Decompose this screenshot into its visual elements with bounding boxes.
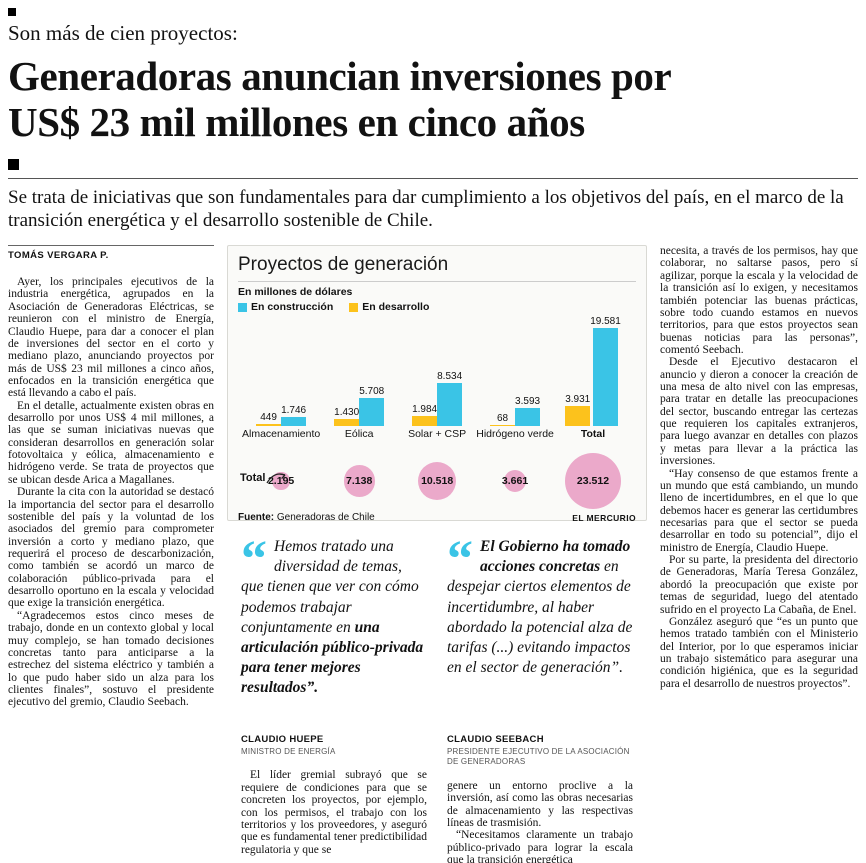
bar-construccion — [515, 408, 541, 427]
legend-swatch-construccion-icon — [238, 302, 247, 312]
quote-author-title: MINISTRO DE ENERGÍA — [241, 747, 336, 757]
article-paragraph: necesita, a través de los permisos, hay … — [660, 245, 858, 356]
chart-source: Fuente: Generadoras de Chile — [238, 512, 375, 524]
chart-group: 449 1.746 Almacenamiento 2.195 — [242, 314, 320, 510]
right-column-text: necesita, a través de los permisos, hay … — [660, 245, 858, 690]
legend-label: En desarrollo — [362, 301, 430, 314]
quote-text: El Gobierno ha tomado acciones concretas… — [447, 538, 633, 676]
bar-construccion — [359, 397, 385, 427]
chart-credit: EL MERCURIO — [572, 513, 636, 524]
quote-column-huepe: “ Hemos tratado una diversidad de temas,… — [241, 531, 427, 863]
total-circle: 10.518 — [418, 462, 457, 501]
article-paragraph: “Necesitamos claramente un trabajo públi… — [447, 829, 633, 863]
generation-projects-chart: Proyectos de generación En millones de d… — [227, 245, 647, 523]
bar-construccion — [281, 417, 307, 427]
bar-value-label: 68 — [496, 412, 509, 424]
headline: Generadoras anuncian inversiones por US$… — [8, 53, 858, 146]
byline: TOMÁS VERGARA P. — [8, 245, 214, 261]
chart-group: 1.984 8.534 Solar + CSP 10.518 — [398, 314, 476, 510]
chart-legend: En construcción En desarrollo — [238, 301, 636, 313]
chart-source-row: Fuente: Generadoras de Chile EL MERCURIO — [238, 512, 636, 523]
chart-title-rule — [238, 281, 636, 283]
bar-value-label: 3.931 — [565, 394, 591, 406]
chart-group: 68 3.593 Hidrógeno verde 3.661 — [476, 314, 554, 510]
chart-plot-area: 449 1.746 Almacenamiento 2.195 1.430 5.708 Eól… — [238, 314, 636, 510]
quote-icon: “ — [241, 531, 267, 589]
chart-group: 3.931 19.581 Total 23.512 — [554, 314, 632, 510]
header-rule — [8, 177, 858, 179]
quote-column-seebach: “ El Gobierno ha tomado acciones concret… — [447, 531, 633, 863]
middle-column: Proyectos de generación En millones de d… — [227, 245, 647, 863]
bar-desarrollo — [565, 406, 591, 427]
category-label: Solar + CSP — [408, 428, 467, 441]
quote-author: CLAUDIO HUEPE — [241, 734, 324, 746]
article-paragraph: Ayer, los principales ejecutivos de la i… — [8, 276, 214, 400]
quote-author-title: PRESIDENTE EJECUTIVO DE LA ASOCIACIÓN DE… — [447, 747, 630, 767]
category-label: Eólica — [344, 428, 374, 441]
bar-desarrollo — [256, 423, 282, 427]
subhead: Se trata de iniciativas que son fundamen… — [8, 186, 844, 231]
left-column: TOMÁS VERGARA P. Ayer, los principales e… — [8, 245, 214, 863]
article-paragraph: genere un entorno proclive a la inversió… — [447, 779, 633, 829]
total-circle: 23.512 — [564, 452, 622, 510]
mid-column-1-text: El líder gremial subrayó que se requiere… — [241, 769, 427, 856]
legend-item-construccion: En construcción — [238, 301, 333, 313]
bar-value-label: 3.593 — [515, 396, 541, 408]
quote-author: CLAUDIO SEEBACH — [447, 734, 544, 746]
headline-marker — [8, 158, 19, 170]
article-paragraph: En el detalle, actualmente existen obras… — [8, 399, 214, 486]
article-paragraph: Desde el Ejecutivo destacaron el anuncio… — [660, 356, 858, 468]
total-circle: 3.661 — [502, 469, 528, 493]
legend-item-desarrollo: En desarrollo — [349, 301, 429, 313]
bar-desarrollo — [490, 424, 516, 427]
quotes-section: “ Hemos tratado una diversidad de temas,… — [227, 531, 647, 863]
total-circle: 7.138 — [343, 465, 375, 497]
article-columns: TOMÁS VERGARA P. Ayer, los principales e… — [8, 245, 858, 863]
article-paragraph: González aseguró que “es un punto que he… — [660, 615, 858, 690]
chart-group: 1.430 5.708 Eólica 7.138 — [320, 314, 398, 510]
bar-value-label: 5.708 — [359, 385, 385, 397]
category-label: Total — [580, 428, 606, 441]
bar-value-label: 8.534 — [437, 371, 463, 383]
bar-value-label: 1.430 — [334, 406, 360, 418]
category-label: Almacenamiento — [242, 428, 321, 441]
legend-label: En construcción — [251, 301, 334, 314]
chart-title: Proyectos de generación — [238, 254, 449, 276]
bar-value-label: 449 — [260, 411, 277, 423]
article-paragraph: “Hay consenso de que estamos frente a un… — [660, 467, 858, 554]
bar-value-label: 1.746 — [281, 405, 307, 417]
kicker: Son más de cien proyectos: — [8, 21, 238, 45]
bar-desarrollo — [412, 416, 438, 427]
quote-text: Hemos tratado una diversidad de temas, q… — [241, 538, 424, 697]
bar-construccion — [593, 328, 619, 427]
quote-icon: “ — [447, 531, 473, 589]
article-paragraph: “Agradecemos estos cinco meses de trabaj… — [8, 609, 214, 709]
right-column: necesita, a través de los permisos, hay … — [660, 245, 858, 863]
category-label: Hidrógeno verde — [476, 428, 554, 441]
bar-desarrollo — [334, 418, 360, 427]
bar-value-label: 1.984 — [412, 404, 438, 416]
headline-line-2: US$ 23 mil millones en cinco años — [8, 99, 585, 146]
bar-value-label: 19.581 — [590, 316, 621, 328]
total-annotation-label: Total — [240, 472, 266, 485]
mid-column-2-text: genere un entorno proclive a la inversió… — [447, 780, 633, 863]
chart-subtitle: En millones de dólares — [238, 286, 353, 299]
headline-line-1: Generadoras anuncian inversiones por — [8, 53, 672, 100]
section-marker — [8, 8, 16, 16]
legend-swatch-desarrollo-icon — [349, 302, 359, 312]
curved-arrow-icon — [266, 473, 286, 484]
total-annotation: Total — [240, 469, 288, 484]
article-paragraph: Por su parte, la presidenta del director… — [660, 554, 858, 616]
bar-construccion — [437, 383, 463, 427]
article-paragraph: El líder gremial subrayó que se requiere… — [241, 769, 427, 856]
article-paragraph: Durante la cita con la autoridad se dest… — [8, 486, 214, 610]
total-circle: 2.195 — [268, 472, 294, 490]
left-column-text: Ayer, los principales ejecutivos de la i… — [8, 276, 214, 709]
